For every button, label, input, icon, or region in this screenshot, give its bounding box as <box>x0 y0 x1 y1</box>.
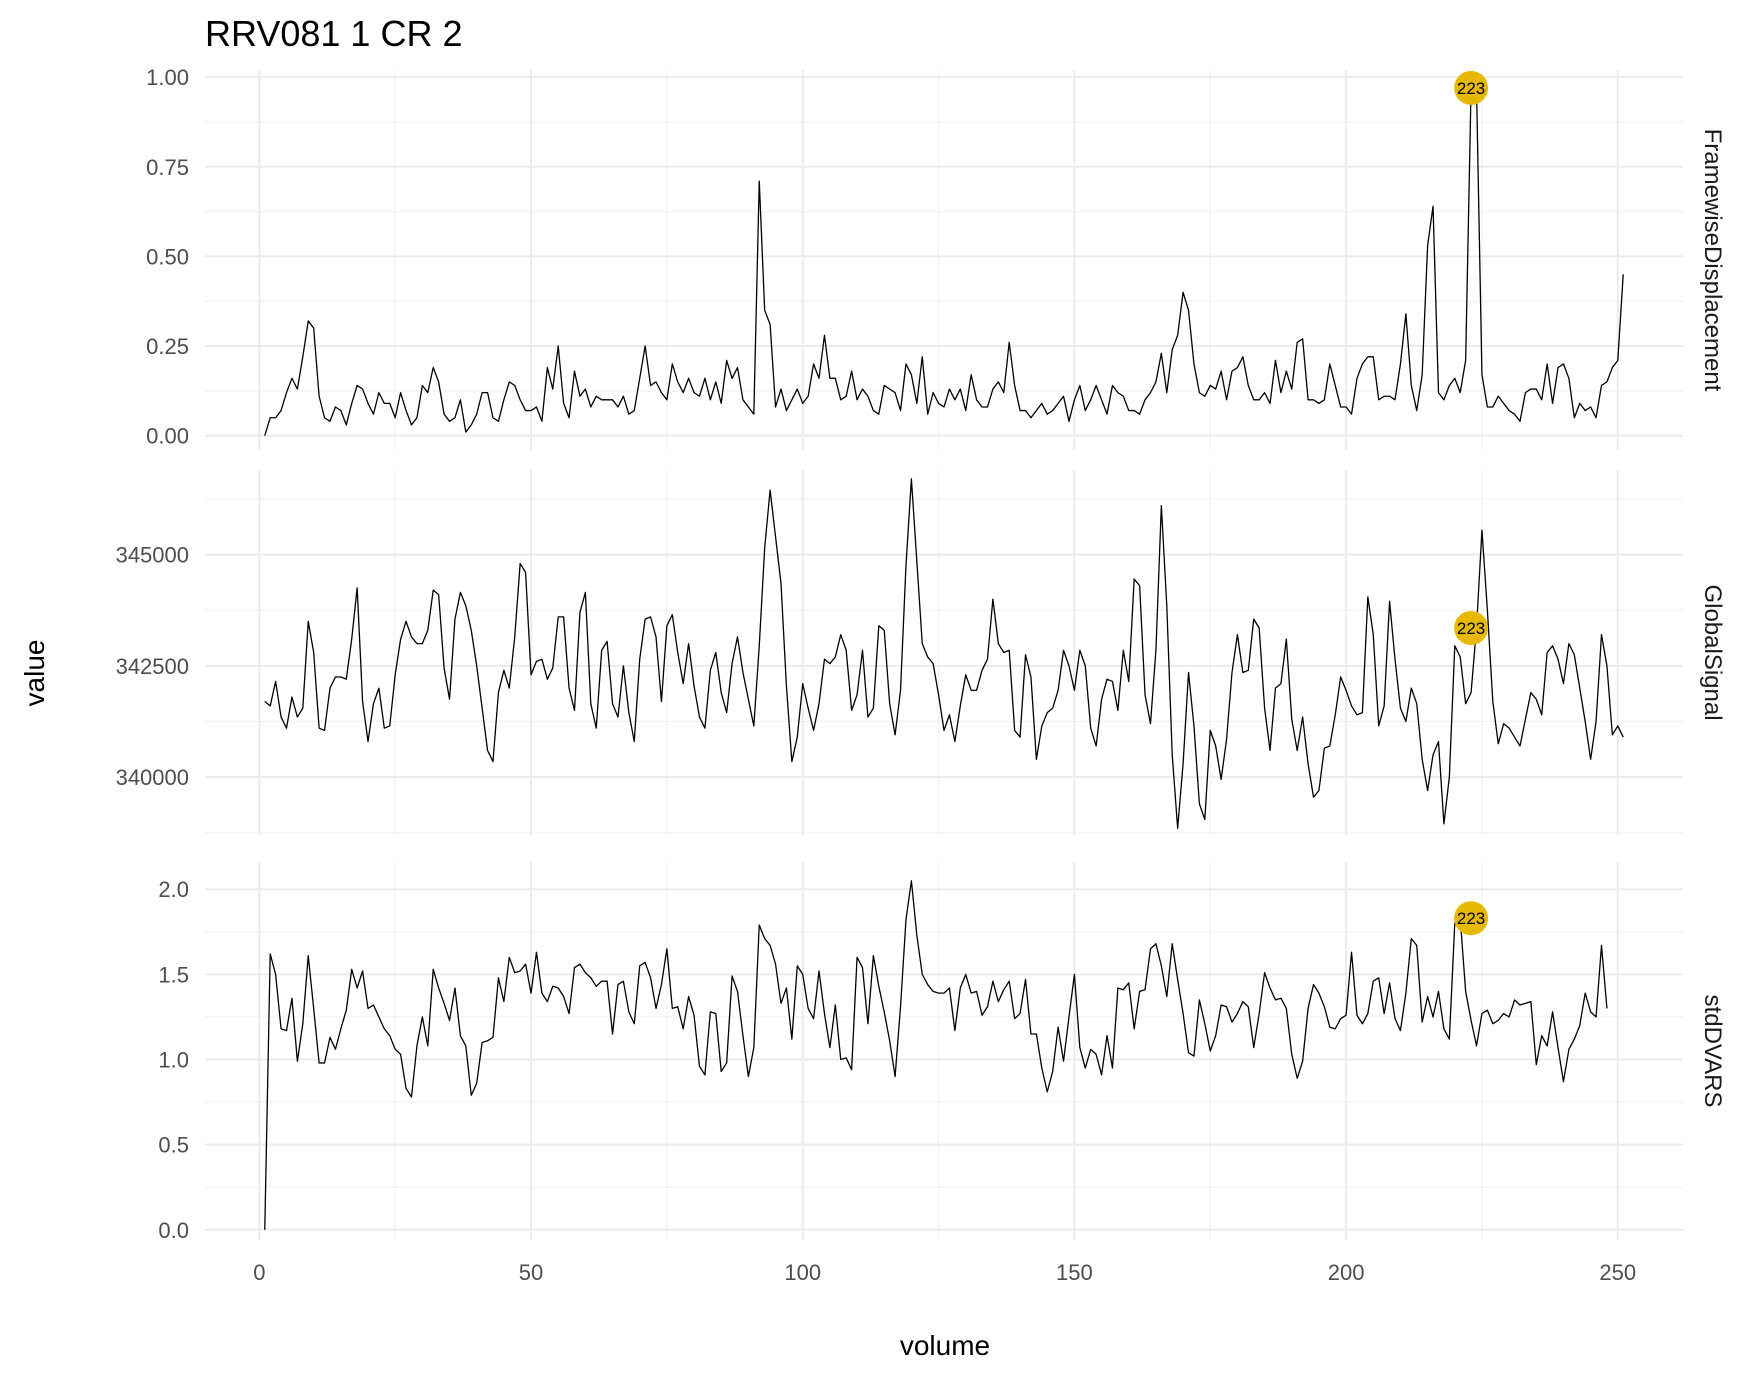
x-axis: 0 50 100 150 200 250 <box>253 1260 1636 1285</box>
x-axis-title: volume <box>900 1330 990 1361</box>
highlight-marker-label: 223 <box>1457 619 1485 638</box>
y-tick-label: 1.00 <box>146 65 189 90</box>
x-tick-label: 150 <box>1056 1260 1093 1285</box>
panel-GlobalSignal: 340000 342500 345000 223 GlobalSignal <box>116 470 1726 835</box>
y-tick-label: 0.5 <box>158 1133 189 1158</box>
facet-strip-label: FramewiseDisplacement <box>1699 129 1726 392</box>
highlight-marker-label: 223 <box>1457 909 1485 928</box>
y-tick-label: 340000 <box>116 765 189 790</box>
chart-title: RRV081 1 CR 2 <box>205 13 462 54</box>
facet-strip-label: GlobalSignal <box>1699 584 1726 720</box>
y-tick-label: 0.50 <box>146 244 189 269</box>
x-tick-label: 0 <box>253 1260 265 1285</box>
panels-group: 0.00 0.25 0.50 0.75 1.00 223 FramewiseDisplace… <box>116 65 1726 1243</box>
series-line-stdDVARS <box>264 880 1608 1230</box>
series-line-FramewiseDisplacement <box>264 87 1624 436</box>
x-tick-label: 200 <box>1328 1260 1365 1285</box>
y-tick-label: 1.5 <box>158 962 189 987</box>
y-tick-label: 2.0 <box>158 877 189 902</box>
x-tick-label: 50 <box>519 1260 543 1285</box>
series-line-GlobalSignal <box>264 478 1624 829</box>
y-tick-label: 1.0 <box>158 1048 189 1073</box>
y-tick-label: 345000 <box>116 543 189 568</box>
y-axis-title: value <box>19 640 50 707</box>
y-tick-label: 0.75 <box>146 155 189 180</box>
highlight-marker-label: 223 <box>1457 79 1485 98</box>
panel-FramewiseDisplacement: 0.00 0.25 0.50 0.75 1.00 223 FramewiseDisplace… <box>146 65 1726 450</box>
y-tick-label: 0.0 <box>158 1218 189 1243</box>
facet-strip-label: stdDVARS <box>1699 995 1726 1108</box>
x-tick-label: 250 <box>1599 1260 1636 1285</box>
y-tick-label: 342500 <box>116 654 189 679</box>
panel-stdDVARS: 0.0 0.5 1.0 1.5 2.0 223 stdDVARS <box>158 862 1726 1243</box>
highlight-marker <box>1454 70 1489 105</box>
y-tick-label: 0.25 <box>146 334 189 359</box>
highlight-marker <box>1454 901 1489 936</box>
y-tick-label: 0.00 <box>146 424 189 449</box>
x-tick-label: 100 <box>784 1260 821 1285</box>
highlight-marker <box>1454 611 1489 646</box>
